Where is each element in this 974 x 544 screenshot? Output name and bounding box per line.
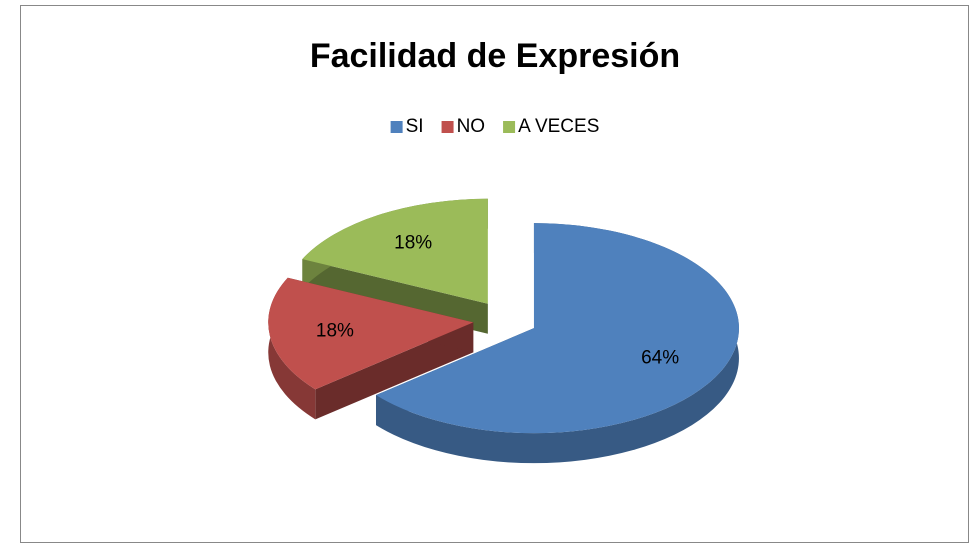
slice <box>375 223 739 464</box>
legend-swatch <box>390 121 403 133</box>
legend: SI NO A VECES <box>390 116 599 137</box>
legend-label: SI <box>406 116 424 137</box>
slice-wall <box>375 223 739 464</box>
slice-top <box>302 198 488 304</box>
slice-side <box>315 322 474 420</box>
data-label: 18% <box>394 233 432 254</box>
slice <box>268 277 474 420</box>
legend-label: NO <box>457 116 486 137</box>
chart-frame <box>20 5 969 543</box>
chart-title: Facilidad de Expresión <box>310 37 680 75</box>
legend-swatch <box>503 121 516 133</box>
legend-swatch <box>441 121 454 133</box>
slice-top <box>268 277 474 390</box>
data-label: 64% <box>641 348 679 369</box>
data-label: 18% <box>316 320 354 341</box>
legend-label: A VECES <box>518 116 599 137</box>
slice-top <box>375 223 739 434</box>
